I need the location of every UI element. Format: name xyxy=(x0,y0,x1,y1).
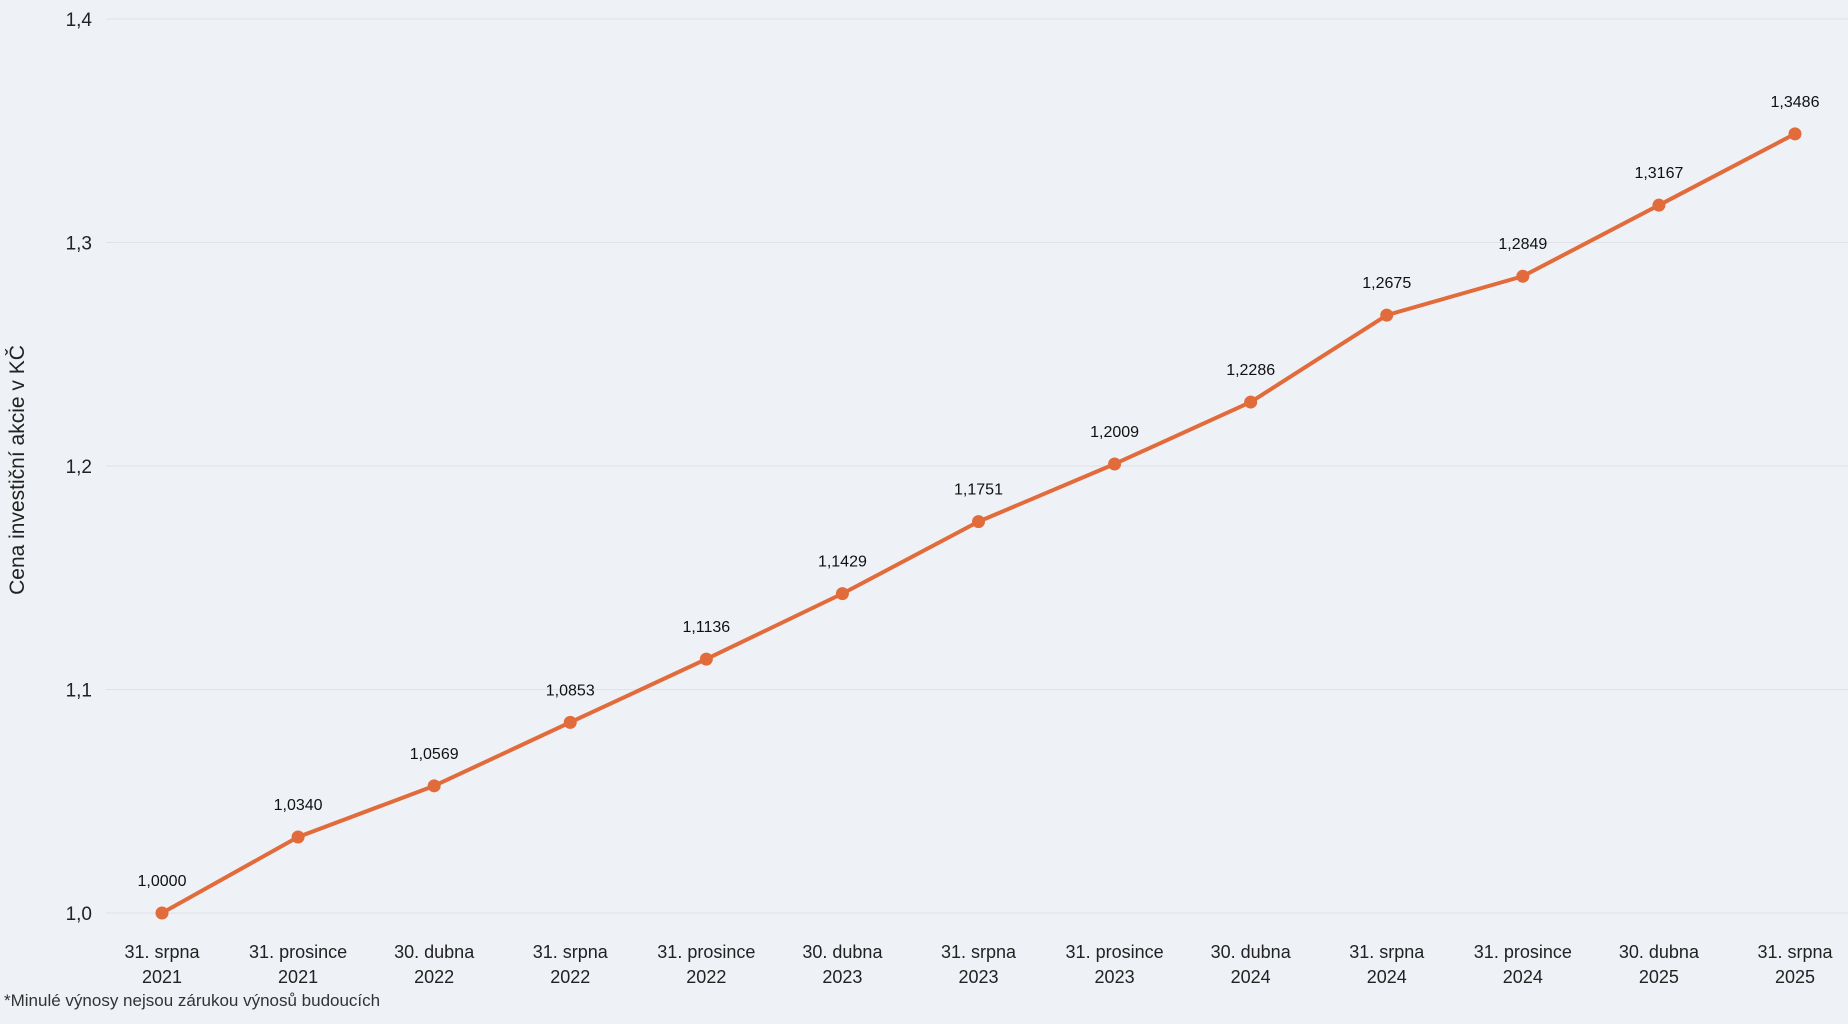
data-label: 1,0000 xyxy=(138,873,187,890)
x-tick-label: 30. dubna xyxy=(1211,942,1292,962)
x-tick-label-year: 2023 xyxy=(822,967,862,987)
data-label: 1,1751 xyxy=(954,482,1003,499)
x-tick-label-year: 2022 xyxy=(414,967,454,987)
x-tick-label: 31. srpna xyxy=(1757,942,1833,962)
data-label: 1,1429 xyxy=(818,554,867,571)
y-axis-label: Cena investiční akcie v KČ xyxy=(6,345,29,595)
y-tick-label: 1,1 xyxy=(66,681,92,702)
x-tick-label-year: 2022 xyxy=(686,967,726,987)
data-point xyxy=(1108,457,1122,471)
x-tick-label: 31. prosince xyxy=(1474,942,1572,962)
data-point xyxy=(155,906,169,920)
footnote: *Minulé výnosy nejsou zárukou výnosů bud… xyxy=(4,991,381,1010)
x-tick-label-year: 2024 xyxy=(1503,967,1543,987)
x-tick-label-year: 2023 xyxy=(958,967,998,987)
data-label: 1,2009 xyxy=(1090,424,1139,441)
data-label: 1,3167 xyxy=(1634,165,1683,182)
x-tick-label: 31. srpna xyxy=(533,942,609,962)
data-label: 1,0569 xyxy=(410,746,459,763)
x-tick-label: 31. prosince xyxy=(657,942,755,962)
data-label: 1,3486 xyxy=(1771,94,1820,111)
x-tick-label: 31. srpna xyxy=(1349,942,1425,962)
data-point xyxy=(835,587,849,601)
x-tick-label-year: 2025 xyxy=(1775,967,1815,987)
data-label: 1,0340 xyxy=(274,797,323,814)
data-point xyxy=(291,830,305,844)
y-tick-label: 1,2 xyxy=(66,457,92,478)
x-tick-label: 30. dubna xyxy=(1619,942,1700,962)
data-point xyxy=(1788,127,1802,141)
data-label: 1,0853 xyxy=(546,682,595,699)
x-tick-label: 31. prosince xyxy=(1066,942,1164,962)
data-point xyxy=(1516,269,1530,283)
data-label: 1,1136 xyxy=(682,619,730,636)
x-tick-label: 30. dubna xyxy=(394,942,475,962)
data-point xyxy=(699,652,713,666)
x-tick-label: 31. srpna xyxy=(124,942,200,962)
data-label: 1,2675 xyxy=(1362,275,1411,292)
x-tick-label-year: 2024 xyxy=(1231,967,1271,987)
x-tick-label-year: 2022 xyxy=(550,967,590,987)
data-point xyxy=(563,715,577,729)
x-tick-label: 31. srpna xyxy=(941,942,1017,962)
data-label: 1,2849 xyxy=(1498,236,1547,253)
x-tick-label-year: 2021 xyxy=(278,967,318,987)
x-tick-label-year: 2024 xyxy=(1367,967,1407,987)
x-tick-label: 31. prosince xyxy=(249,942,347,962)
x-tick-label-year: 2025 xyxy=(1639,967,1679,987)
data-point xyxy=(972,515,985,529)
x-tick-label: 30. dubna xyxy=(802,942,883,962)
data-point xyxy=(1652,198,1666,212)
data-point xyxy=(427,779,441,793)
data-label: 1,2286 xyxy=(1226,362,1275,379)
y-tick-label: 1,3 xyxy=(66,234,92,255)
x-tick-label-year: 2023 xyxy=(1095,967,1135,987)
data-point xyxy=(1380,308,1394,322)
data-point xyxy=(1244,395,1258,409)
x-tick-label-year: 2021 xyxy=(142,967,182,987)
y-tick-label: 1,0 xyxy=(66,904,92,925)
y-tick-label: 1,4 xyxy=(66,10,93,31)
